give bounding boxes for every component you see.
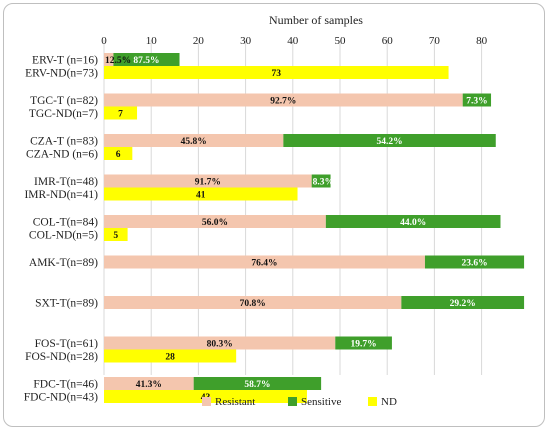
bar-amk-t-n-89-resistant — [104, 255, 425, 269]
bar-sxt-t-n-89-resistant — [104, 296, 402, 309]
bar-fos-t-n-61-sensitive — [335, 336, 392, 350]
data-label-tgc-nd-n-7-nd: 7 — [118, 110, 123, 120]
x-tick-label: 70 — [429, 35, 441, 47]
legend-swatch-resistant — [202, 397, 211, 406]
data-label-fos-t-n-61-resistant: 80.3% — [207, 340, 233, 350]
x-tick-label: 40 — [287, 35, 299, 47]
category-label-fdc-t-n-46: FDC-T(n=46) — [33, 379, 98, 391]
category-label-fdc-nd-n-43: FDC-ND(n=43) — [24, 392, 98, 404]
category-label-erv-t-n-16: ERV-T (n=16) — [32, 55, 98, 67]
bar-amk-t-n-89-sensitive — [424, 255, 525, 269]
bar-cza-t-n-83-sensitive — [283, 134, 496, 147]
bar-cza-nd-n-6-nd — [104, 147, 133, 160]
data-label-fos-t-n-61-sensitive: 19.7% — [351, 340, 377, 350]
category-label-fos-nd-n-28: FOS-ND(n=28) — [25, 351, 98, 363]
legend-label-resistant: Resistant — [215, 396, 255, 408]
data-label-fdc-t-n-46-resistant: 41.3% — [136, 380, 162, 390]
bar-fdc-t-n-46-resistant — [104, 377, 194, 390]
legend: Resistant Sensitive ND — [202, 396, 397, 408]
data-label-cza-nd-n-6-nd: 6 — [116, 150, 121, 160]
bar-tgc-t-n-82-sensitive — [462, 93, 492, 107]
category-label-imr-nd-n-41: IMR-ND(n=41) — [24, 189, 98, 201]
category-label-cza-t-n-83: CZA-T (n=83) — [30, 136, 98, 148]
x-tick-label: 10 — [146, 35, 158, 47]
bar-col-t-n-84-sensitive — [325, 215, 501, 228]
bar-layer — [104, 53, 525, 403]
data-label-erv-t-n-16-sensitive: 87.5% — [133, 56, 159, 66]
category-label-tgc-t-n-82: TGC-T (n=82) — [30, 95, 98, 107]
x-tick-label: 20 — [193, 35, 205, 47]
bar-col-t-n-84-resistant — [104, 215, 326, 228]
bar-fos-nd-n-28-nd — [104, 349, 237, 363]
data-label-tgc-t-n-82-resistant: 92.7% — [270, 97, 296, 107]
data-label-imr-nd-n-41-nd: 41 — [196, 191, 206, 201]
data-label-fdc-t-n-46-sensitive: 58.7% — [244, 380, 270, 390]
data-label-imr-t-n-48-resistant: 91.7% — [195, 178, 221, 188]
bar-imr-t-n-48-sensitive — [311, 174, 331, 188]
bar-tgc-nd-n-7-nd — [104, 106, 138, 120]
data-label-col-nd-n-5-nd: 5 — [113, 231, 118, 241]
bar-imr-t-n-48-resistant — [104, 174, 312, 188]
legend-label-sensitive: Sensitive — [301, 396, 341, 408]
data-label-col-t-n-84-resistant: 56.0% — [202, 218, 228, 228]
bar-erv-t-n-16-resistant — [104, 53, 114, 66]
bar-erv-t-n-16-sensitive — [113, 53, 180, 66]
x-tick-label: 50 — [335, 35, 347, 47]
x-tick-label: 30 — [240, 35, 252, 47]
bar-col-nd-n-5-nd — [104, 228, 128, 241]
axis-layer: Number of samples 0 10 20 30 40 50 60 70 80 — [101, 13, 487, 47]
legend-swatch-sensitive — [288, 397, 297, 406]
bar-sxt-t-n-89-sensitive — [401, 296, 525, 309]
data-label-cza-t-n-83-sensitive: 54.2% — [376, 137, 402, 147]
bar-fos-t-n-61-resistant — [104, 336, 336, 350]
x-tick-label: 0 — [101, 35, 107, 47]
data-label-col-t-n-84-sensitive: 44.0% — [400, 218, 426, 228]
category-label-imr-t-n-48: IMR-T(n=48) — [34, 176, 98, 188]
data-label-fos-nd-n-28-nd: 28 — [165, 353, 175, 363]
bar-tgc-t-n-82-resistant — [104, 93, 463, 107]
data-label-sxt-t-n-89-resistant: 70.8% — [240, 299, 266, 309]
x-tick-label: 80 — [476, 35, 488, 47]
label-layer: ERV-T (n=16) 12.5% 87.5% ERV-ND(n=73) 73 TGC-… — [24, 55, 488, 404]
x-tick-label: 60 — [382, 35, 394, 47]
data-label-amk-t-n-89-sensitive: 23.6% — [461, 259, 487, 269]
bar-imr-nd-n-41-nd — [104, 187, 298, 201]
legend-swatch-nd — [368, 397, 377, 406]
bar-cza-t-n-83-resistant — [104, 134, 284, 147]
data-label-sxt-t-n-89-sensitive: 29.2% — [450, 299, 476, 309]
category-label-erv-nd-n-73: ERV-ND(n=73) — [25, 68, 98, 80]
data-label-imr-t-n-48-sensitive: 8.3% — [313, 178, 334, 188]
category-label-amk-t-n-89: AMK-T(n=89) — [29, 257, 98, 269]
bar-fdc-nd-n-43-nd — [104, 390, 307, 403]
data-label-erv-nd-n-73-nd: 73 — [272, 69, 282, 79]
data-label-tgc-t-n-82-sensitive: 7.3% — [466, 97, 487, 107]
data-label-erv-t-n-16-resistant: 12.5% — [105, 56, 131, 66]
category-label-sxt-t-n-89: SXT-T(n=89) — [35, 298, 98, 310]
category-label-fos-t-n-61: FOS-T(n=61) — [35, 338, 99, 350]
data-label-cza-t-n-83-resistant: 45.8% — [181, 137, 207, 147]
x-axis-title: Number of samples — [269, 13, 363, 27]
grid-layer — [103, 40, 483, 375]
data-label-amk-t-n-89-resistant: 76.4% — [251, 259, 277, 269]
category-label-col-t-n-84: COL-T(n=84) — [33, 217, 98, 229]
bar-erv-nd-n-73-nd — [104, 66, 449, 79]
bar-fdc-t-n-46-sensitive — [193, 377, 322, 390]
category-label-col-nd-n-5: COL-ND(n=5) — [29, 230, 98, 242]
category-label-cza-nd-n-6: CZA-ND (n=6) — [26, 149, 98, 161]
legend-label-nd: ND — [381, 396, 397, 408]
category-label-tgc-nd-n-7: TGC-ND(n=7) — [29, 108, 98, 120]
